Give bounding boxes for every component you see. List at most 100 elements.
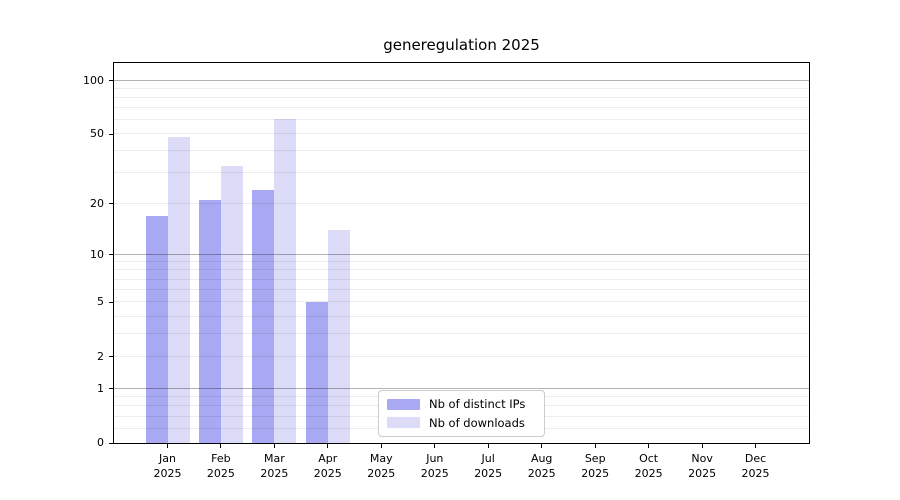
x-tick-mark	[380, 444, 382, 448]
gridline-major	[114, 79, 809, 81]
x-tick-mark	[648, 444, 650, 448]
gridline-minor	[114, 202, 809, 204]
gridline-minor	[114, 278, 809, 280]
x-tick-mark	[327, 444, 329, 448]
y-tick-label: 0	[97, 436, 104, 449]
bar-distinct-ips-mar	[252, 190, 275, 443]
gridline-minor	[114, 289, 809, 291]
gridline-minor	[114, 133, 809, 135]
y-tick-label: 10	[90, 247, 104, 261]
legend-swatch-downloads	[387, 417, 420, 429]
y-tick-label: 2	[97, 349, 104, 363]
legend-swatch-distinct-ips	[387, 398, 420, 410]
x-tick-month: Oct	[639, 452, 659, 465]
x-tick-month: Apr	[318, 452, 338, 465]
x-tick-year: 2025	[474, 467, 503, 480]
x-tick-year: 2025	[367, 467, 396, 480]
gridline-major	[114, 253, 809, 255]
x-tick-year: 2025	[741, 467, 770, 480]
gridline-minor	[114, 119, 809, 121]
x-tick-year: 2025	[313, 467, 342, 480]
bar-distinct-ips-apr	[305, 302, 328, 443]
x-tick-label-jan: Jan 2025	[140, 451, 196, 481]
gridline-minor	[114, 269, 809, 271]
x-tick-year: 2025	[581, 467, 610, 480]
y-tick-mark	[109, 388, 113, 389]
legend-item-distinct-ips: Nb of distinct IPs	[387, 397, 536, 411]
x-tick-mark	[487, 444, 489, 448]
legend-label-distinct-ips: Nb of distinct IPs	[429, 397, 526, 412]
y-tick-label: 1	[97, 381, 104, 395]
x-tick-month: Jul	[481, 452, 495, 465]
gridline-minor	[114, 172, 809, 174]
x-tick-month: Jan	[159, 452, 176, 465]
y-tick-label: 50	[90, 127, 104, 141]
x-tick-month: Nov	[691, 452, 713, 465]
legend-item-downloads: Nb of downloads	[387, 416, 536, 430]
bar-distinct-ips-jan	[145, 215, 168, 443]
bar-distinct-ips-feb	[198, 200, 221, 443]
x-tick-mark	[755, 444, 756, 448]
x-tick-mark	[220, 444, 222, 448]
y-tick-mark	[109, 203, 113, 205]
x-tick-label-oct: Oct 2025	[621, 451, 677, 481]
x-tick-month: Sep	[584, 452, 606, 465]
gridline-minor	[114, 333, 809, 335]
x-tick-month: Mar	[264, 452, 285, 465]
x-tick-label-nov: Nov 2025	[674, 451, 730, 481]
gridline-minor	[114, 301, 809, 303]
y-tick-mark	[109, 133, 113, 135]
x-tick-mark	[273, 444, 275, 448]
gridline-major	[114, 387, 809, 389]
x-tick-label-mar: Mar 2025	[246, 451, 302, 481]
y-tick-label: 20	[90, 196, 104, 210]
x-tick-month: Feb	[211, 452, 231, 465]
y-tick-mark	[109, 356, 113, 358]
x-tick-mark	[701, 444, 703, 448]
x-tick-year: 2025	[153, 467, 182, 480]
bar-downloads-feb	[220, 166, 243, 443]
x-tick-month: Aug	[530, 452, 553, 465]
y-tick-label: 5	[97, 295, 104, 309]
x-tick-mark	[167, 444, 168, 448]
x-tick-label-dec: Dec 2025	[728, 451, 784, 481]
x-tick-year: 2025	[260, 467, 289, 480]
x-tick-label-feb: Feb 2025	[193, 451, 249, 481]
bar-downloads-apr	[327, 230, 350, 443]
plot-area	[113, 62, 810, 444]
legend-label-downloads: Nb of downloads	[429, 415, 525, 430]
x-tick-label-may: May 2025	[353, 451, 409, 481]
x-tick-mark	[434, 444, 436, 448]
x-tick-month: Jun	[426, 452, 444, 465]
x-tick-year: 2025	[206, 467, 235, 480]
x-tick-year: 2025	[420, 467, 449, 480]
x-tick-label-sep: Sep 2025	[567, 451, 623, 481]
legend: Nb of distinct IPs Nb of downloads	[378, 390, 545, 437]
y-tick-mark	[109, 301, 113, 303]
gridline-minor	[114, 96, 809, 98]
bar-downloads-jan	[167, 137, 190, 443]
x-tick-month: May	[369, 452, 393, 465]
x-tick-label-jul: Jul 2025	[460, 451, 516, 481]
gridline-minor	[114, 315, 809, 317]
x-tick-label-apr: Apr 2025	[300, 451, 356, 481]
y-tick-mark	[109, 254, 113, 256]
gridline-minor	[114, 150, 809, 152]
gridline-minor	[114, 261, 809, 263]
chart-title: generegulation 2025	[383, 36, 540, 54]
gridline-minor	[114, 87, 809, 89]
gridline-minor	[114, 107, 809, 109]
x-tick-year: 2025	[688, 467, 717, 480]
y-tick-mark	[109, 80, 113, 81]
gridline-minor	[114, 355, 809, 357]
x-tick-month: Dec	[744, 452, 767, 465]
x-tick-year: 2025	[527, 467, 556, 480]
x-tick-mark	[541, 444, 543, 448]
x-tick-mark	[594, 444, 596, 448]
y-tick-label: 100	[83, 73, 104, 87]
x-tick-year: 2025	[634, 467, 663, 480]
y-tick-mark	[109, 442, 113, 444]
x-tick-label-aug: Aug 2025	[514, 451, 570, 481]
bar-downloads-mar	[274, 118, 297, 443]
